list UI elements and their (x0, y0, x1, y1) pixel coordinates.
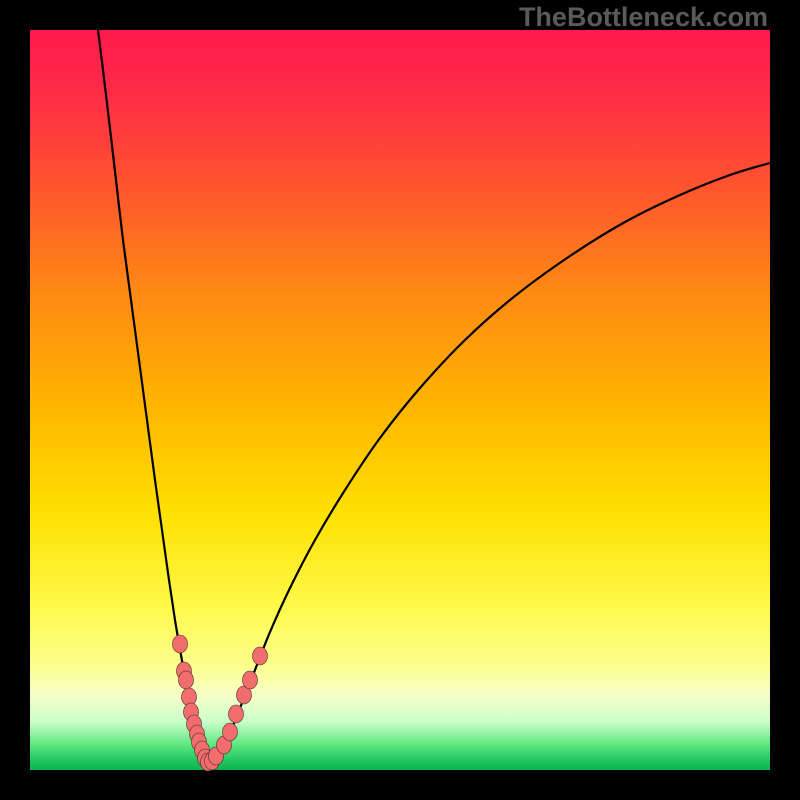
watermark-text: TheBottleneck.com (519, 2, 768, 33)
chart-container: TheBottleneck.com (0, 0, 800, 800)
plot-gradient-background (30, 30, 770, 770)
